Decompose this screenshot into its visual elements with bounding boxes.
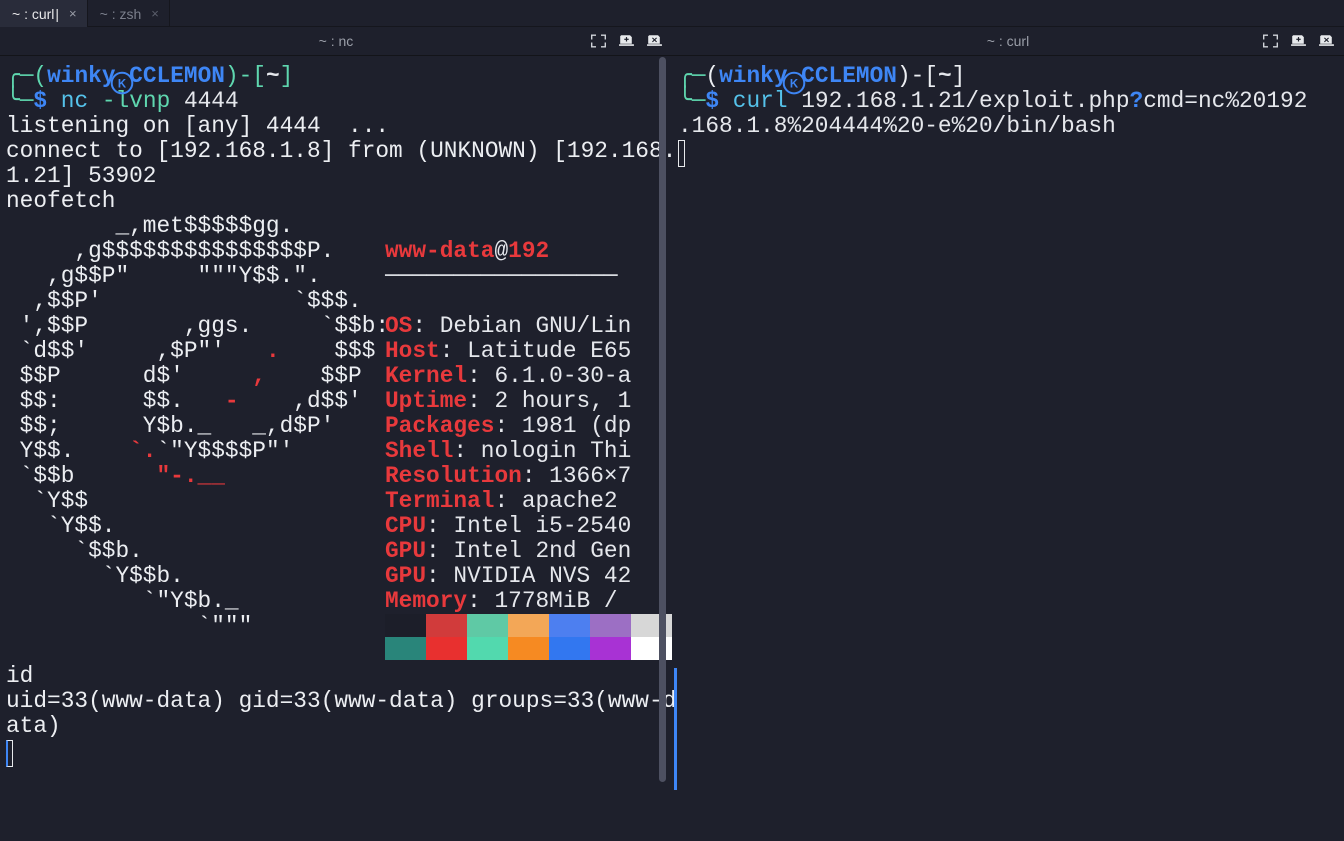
svg-text:K: K [118, 78, 127, 90]
svg-text:K: K [790, 78, 799, 90]
